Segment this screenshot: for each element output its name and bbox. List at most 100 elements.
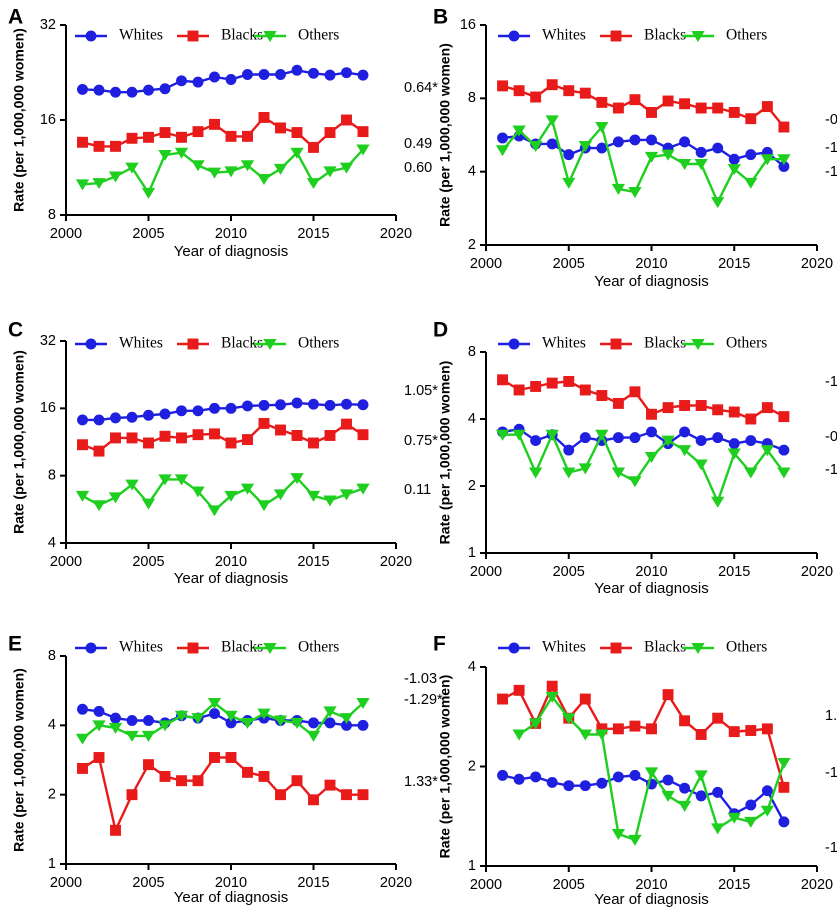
data-point xyxy=(306,730,321,742)
data-point xyxy=(513,773,525,785)
data-point xyxy=(323,166,337,178)
data-point xyxy=(761,785,773,797)
data-point xyxy=(612,136,624,148)
data-point xyxy=(143,714,154,726)
data-point xyxy=(225,74,237,85)
data-point xyxy=(760,805,774,817)
data-point xyxy=(324,399,336,411)
data-point xyxy=(563,375,575,387)
data-point xyxy=(125,479,139,491)
legend-item-others: Others xyxy=(682,335,767,352)
y-tick-label: 4 xyxy=(48,535,56,551)
y-tick-label: 2 xyxy=(468,478,476,494)
data-point xyxy=(744,816,758,828)
data-point xyxy=(273,163,288,175)
data-point xyxy=(712,432,724,444)
data-point xyxy=(512,729,526,741)
legend-marker xyxy=(263,643,277,654)
data-point xyxy=(712,142,724,154)
x-tick-label: 2015 xyxy=(718,564,750,580)
series-line xyxy=(502,683,786,788)
data-point xyxy=(777,154,791,166)
data-point xyxy=(207,698,222,709)
data-point xyxy=(611,467,626,479)
data-point xyxy=(125,730,139,742)
data-point xyxy=(242,434,253,446)
data-point xyxy=(291,397,303,409)
data-point xyxy=(110,140,121,152)
x-tick-label: 2010 xyxy=(215,226,247,242)
data-point xyxy=(93,752,105,763)
data-point xyxy=(209,71,220,83)
trend-annotation: -1.29* xyxy=(404,692,443,708)
legend-item-blacks: Blacks xyxy=(177,335,263,352)
data-point xyxy=(192,405,204,417)
data-point xyxy=(108,171,123,183)
legend-marker xyxy=(85,30,97,42)
data-point xyxy=(324,779,336,791)
data-point xyxy=(778,781,790,793)
data-point xyxy=(125,162,139,174)
x-tick-label: 2020 xyxy=(801,877,833,893)
data-point xyxy=(644,767,659,779)
data-point xyxy=(513,384,525,396)
data-point xyxy=(513,684,525,696)
data-point xyxy=(546,377,558,389)
x-tick-label: 2000 xyxy=(50,875,82,891)
trend-annotation: -1.03 xyxy=(404,671,437,687)
data-point xyxy=(728,726,740,738)
data-point xyxy=(778,816,790,828)
data-point xyxy=(728,438,740,450)
panel-letter: A xyxy=(8,6,23,29)
data-point xyxy=(242,766,253,778)
legend-marker xyxy=(187,30,199,42)
data-point xyxy=(679,782,691,794)
data-point xyxy=(141,730,156,742)
legend-label: Blacks xyxy=(221,335,263,352)
data-point xyxy=(158,474,172,486)
series-others xyxy=(75,144,370,199)
trend-annotation: 0.60 xyxy=(404,160,432,176)
data-point xyxy=(744,177,758,189)
data-point xyxy=(529,467,543,479)
data-point xyxy=(174,147,189,159)
legend-item-others: Others xyxy=(254,639,339,656)
y-tick-label: 4 xyxy=(468,659,476,675)
data-point xyxy=(612,771,624,783)
series-whites xyxy=(77,64,369,98)
data-point xyxy=(141,498,156,510)
data-point xyxy=(761,402,773,414)
data-point xyxy=(258,770,270,782)
data-point xyxy=(530,435,542,447)
series-others xyxy=(75,698,370,745)
x-tick-label: 2015 xyxy=(297,554,329,570)
data-point xyxy=(562,177,576,189)
data-point xyxy=(662,95,674,107)
data-point xyxy=(662,774,674,786)
data-point xyxy=(578,140,592,152)
legend-label: Whites xyxy=(119,335,163,352)
data-point xyxy=(341,719,352,731)
data-point xyxy=(324,69,336,81)
y-axis-title: Rate (per 1,000,000 women) xyxy=(437,675,453,859)
data-point xyxy=(126,789,138,801)
legend-marker xyxy=(610,642,622,654)
trend-annotation: 0.64* xyxy=(404,80,438,96)
y-axis-title: Rate (per 1,000,000 women) xyxy=(11,350,27,534)
data-point xyxy=(275,122,286,134)
data-point xyxy=(545,115,559,127)
data-point xyxy=(192,775,204,787)
data-point xyxy=(596,390,608,401)
trend-annotation: -1.60* xyxy=(825,164,837,180)
data-point xyxy=(530,771,542,783)
data-point xyxy=(92,720,106,732)
data-point xyxy=(273,715,288,727)
data-point xyxy=(341,789,352,801)
data-point xyxy=(191,160,205,172)
data-point xyxy=(512,125,526,137)
data-point xyxy=(497,769,509,781)
data-point xyxy=(579,693,591,705)
data-point xyxy=(546,680,558,692)
x-tick-label: 2015 xyxy=(297,226,329,242)
data-point xyxy=(207,505,222,517)
